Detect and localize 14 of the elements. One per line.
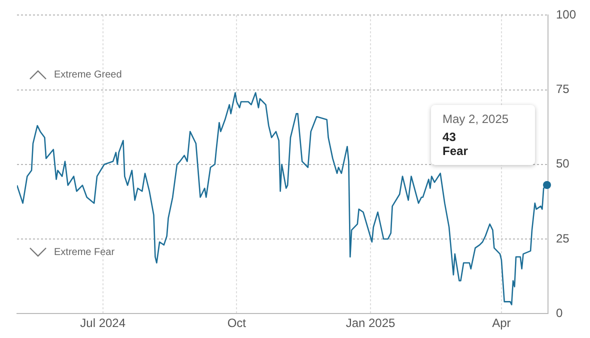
annotation: May 2, 2025	[442, 112, 510, 126]
y-tick-label: 50	[556, 156, 570, 171]
y-tick-label: 25	[556, 231, 570, 246]
annotation: Extreme Greed	[54, 70, 122, 81]
annotation: Fear	[442, 144, 469, 158]
y-tick-label: 75	[556, 82, 570, 96]
y-tick-label: 0	[556, 306, 563, 320]
annotation: Extreme Fear	[54, 246, 116, 258]
x-tick-label: Jan 2025	[346, 316, 396, 330]
x-tick-label: Apr	[492, 316, 511, 330]
annotation: 43	[442, 130, 457, 144]
x-tick-label: Jul 2024	[80, 316, 126, 330]
x-tick-label: Oct	[227, 316, 247, 330]
y-tick-label: 100	[556, 8, 576, 22]
